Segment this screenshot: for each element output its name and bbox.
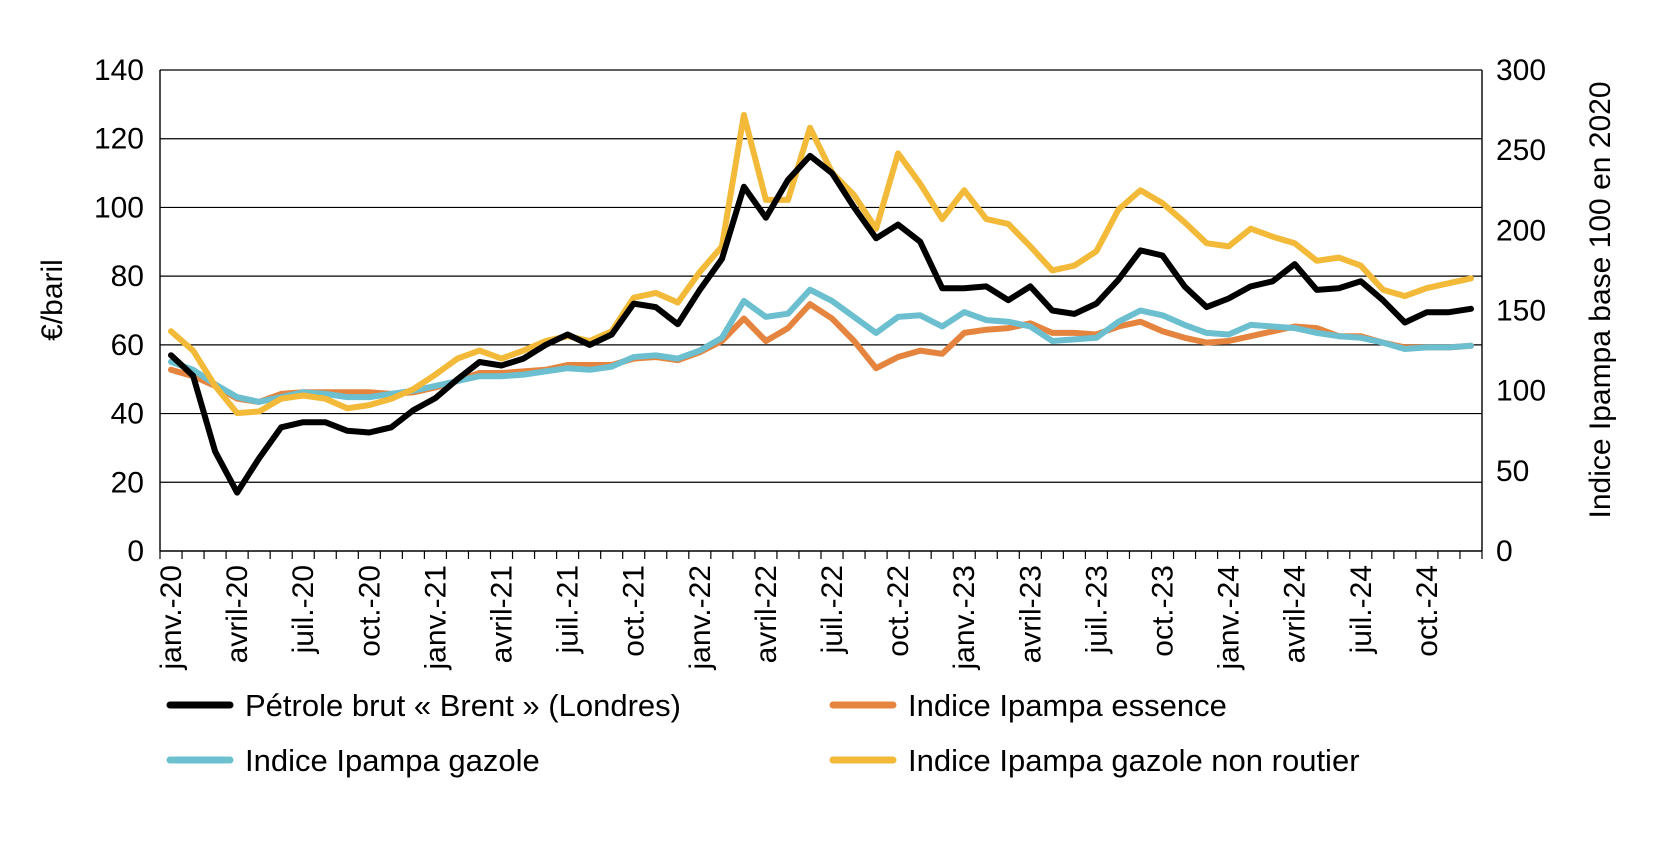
x-tick-label: janv.-22 [684, 565, 717, 671]
y-tick-label: 20 [111, 466, 144, 499]
y2-tick-label: 250 [1496, 134, 1546, 167]
x-tick-label: avril-21 [486, 565, 519, 663]
x-tick-label: avril-20 [221, 565, 254, 663]
x-tick-label: oct.-21 [618, 565, 651, 657]
y-tick-label: 140 [94, 54, 144, 87]
y2-tick-label: 150 [1496, 295, 1546, 328]
x-tick-label: oct.-22 [882, 565, 915, 657]
series-line [168, 301, 1474, 405]
series-line [168, 286, 1474, 405]
x-axis-ticks: janv.-20 avril-20 juil.-20 oct.-20 janv.-21 a… [155, 551, 1483, 671]
x-tick-label: juil.-20 [287, 565, 320, 654]
right-axis-title: Indice Ipampa base 100 en 2020 [1584, 81, 1617, 518]
legend-item: Indice Ipampa gazole non routier [829, 743, 1360, 778]
legend-label: Indice Ipampa gazole non routier [908, 743, 1360, 778]
left-axis-title: €/baril [36, 259, 69, 341]
x-tick-label: juil.-22 [816, 565, 849, 654]
x-tick-label: janv.-24 [1213, 565, 1246, 671]
y-tick-label: 120 [94, 123, 144, 156]
legend-label: Indice Ipampa essence [908, 688, 1227, 723]
right-axis-ticks: 0 50 100 150 200 250 300 [1496, 54, 1546, 568]
y2-tick-label: 300 [1496, 54, 1546, 87]
x-tick-label: oct.-20 [353, 565, 386, 657]
legend-label: Pétrole brut « Brent » (Londres) [245, 688, 681, 723]
x-tick-label: juil.-21 [552, 565, 585, 654]
x-tick-label: janv.-20 [155, 565, 188, 671]
legend-item: Indice Ipampa essence [829, 688, 1227, 723]
legend-item: Indice Ipampa gazole [166, 743, 540, 778]
x-tick-label: avril-23 [1014, 565, 1047, 663]
y-tick-label: 100 [94, 191, 144, 224]
series-line [168, 111, 1474, 417]
x-tick-label: avril-24 [1279, 565, 1312, 663]
series-lines [168, 111, 1474, 496]
left-axis-ticks: 0 20 40 60 80 100 120 140 [94, 54, 144, 568]
y2-tick-label: 0 [1496, 535, 1513, 568]
legend: Pétrole brut « Brent » (Londres) Indice I… [166, 688, 1360, 778]
x-tick-label: janv.-23 [948, 565, 981, 671]
y2-tick-label: 100 [1496, 375, 1546, 408]
x-tick-label: juil.-23 [1080, 565, 1113, 654]
y2-tick-label: 200 [1496, 214, 1546, 247]
gridlines [160, 69, 1482, 483]
y-tick-label: 0 [127, 535, 144, 568]
y-tick-label: 80 [111, 260, 144, 293]
x-tick-label: oct.-24 [1411, 565, 1444, 657]
legend-label: Indice Ipampa gazole [245, 743, 540, 778]
x-tick-label: juil.-24 [1345, 565, 1378, 654]
x-tick-label: avril-22 [750, 565, 783, 663]
legend-item: Pétrole brut « Brent » (Londres) [166, 688, 681, 723]
series-line [168, 152, 1474, 496]
x-tick-label: janv.-21 [419, 565, 452, 671]
y2-tick-label: 50 [1496, 455, 1529, 488]
x-tick-label: oct.-23 [1147, 565, 1180, 657]
y-tick-label: 60 [111, 329, 144, 362]
y-tick-label: 40 [111, 398, 144, 431]
